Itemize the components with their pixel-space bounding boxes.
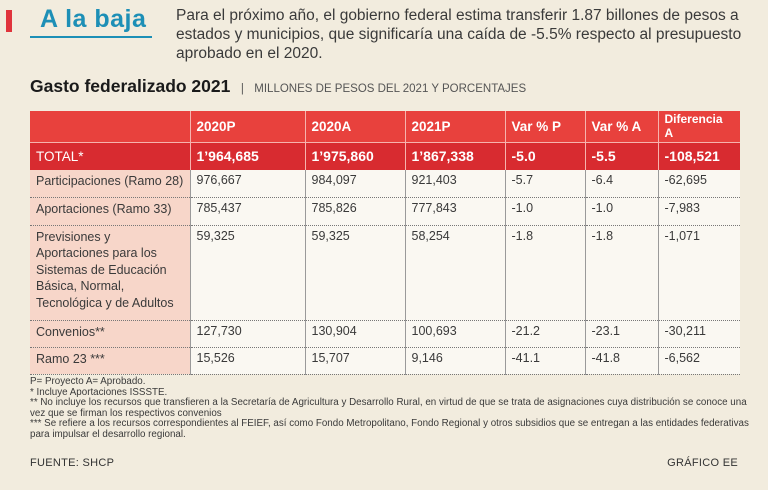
footnote: P= Proyecto A= Aprobado. bbox=[30, 376, 146, 387]
graphic-credit: GRÁFICO EE bbox=[667, 457, 738, 469]
table-title: Gasto federalizado 2021 bbox=[30, 76, 231, 96]
total-row: TOTAL* 1’964,685 1’975,860 1’867,338 -5.… bbox=[30, 141, 740, 170]
footnote: * Incluye Aportaciones ISSSTE. bbox=[30, 386, 168, 398]
table-cell: 127,730 bbox=[189, 320, 305, 348]
table-cell: -23.1 bbox=[584, 320, 658, 348]
table-cell: 100,693 bbox=[404, 320, 505, 348]
table-cell: 984,097 bbox=[304, 169, 405, 198]
table-cell: -6.4 bbox=[584, 169, 658, 198]
row-label: Convenios** bbox=[30, 320, 190, 348]
table-cell: -1.8 bbox=[504, 225, 585, 321]
footnotes: P= Proyecto A= Aprobado. * Incluye Aport… bbox=[30, 376, 752, 441]
table-cell: 777,843 bbox=[404, 197, 505, 226]
headline-underline bbox=[30, 36, 152, 38]
table-cell: 58,254 bbox=[404, 225, 505, 321]
budget-table: 2020P 2020A 2021P Var % P Var % A Difere… bbox=[30, 111, 740, 375]
table-header-row: 2020P 2020A 2021P Var % P Var % A Difere… bbox=[30, 111, 740, 142]
table-cell: -41.1 bbox=[504, 347, 585, 375]
column-header-2021p: 2021P bbox=[404, 111, 505, 142]
table-title-row: Gasto federalizado 2021 | MILLONES DE PE… bbox=[30, 76, 760, 97]
table-row: Convenios** 127,730 130,904 100,693 -21.… bbox=[30, 320, 740, 348]
budget-table-wrapper: 2020P 2020A 2021P Var % P Var % A Difere… bbox=[30, 111, 740, 375]
column-header-var-p: Var % P bbox=[504, 111, 585, 142]
table-cell: 976,667 bbox=[189, 169, 305, 198]
table-cell: 9,146 bbox=[404, 347, 505, 375]
headline: A la baja bbox=[40, 5, 147, 33]
table-subtitle: MILLONES DE PESOS DEL 2021 Y PORCENTAJES bbox=[254, 83, 527, 95]
total-label: TOTAL* bbox=[30, 141, 190, 170]
column-header-diferencia-a: Diferencia A bbox=[657, 111, 740, 142]
table-cell: 15,707 bbox=[304, 347, 405, 375]
total-cell: -108,521 bbox=[657, 141, 740, 170]
lead-paragraph: Para el próximo año, el gobierno federal… bbox=[176, 7, 742, 62]
table-cell: -1.0 bbox=[584, 197, 658, 226]
table-cell: -6,562 bbox=[657, 347, 740, 375]
table-cell: 785,437 bbox=[189, 197, 305, 226]
table-row: Aportaciones (Ramo 33) 785,437 785,826 7… bbox=[30, 197, 740, 226]
table-cell: 785,826 bbox=[304, 197, 405, 226]
row-label: Aportaciones (Ramo 33) bbox=[30, 197, 190, 226]
table-cell: -41.8 bbox=[584, 347, 658, 375]
footnote: ** No incluye los recursos que transfier… bbox=[30, 397, 747, 419]
table-cell: -62,695 bbox=[657, 169, 740, 198]
table-cell: -30,211 bbox=[657, 320, 740, 348]
table-cell: 59,325 bbox=[189, 225, 305, 321]
column-header-var-a: Var % A bbox=[584, 111, 658, 142]
total-cell: 1’964,685 bbox=[189, 141, 305, 170]
table-row: Previsiones y Aportaciones para los Sist… bbox=[30, 225, 740, 321]
table-row: Ramo 23 *** 15,526 15,707 9,146 -41.1 -4… bbox=[30, 347, 740, 375]
row-label: Ramo 23 *** bbox=[30, 347, 190, 375]
table-cell: -5.7 bbox=[504, 169, 585, 198]
total-cell: 1’975,860 bbox=[304, 141, 405, 170]
column-header-2020a: 2020A bbox=[304, 111, 405, 142]
footnote: *** Se refiere a los recursos correspond… bbox=[30, 418, 749, 440]
source-line: FUENTE: SHCP bbox=[30, 457, 115, 469]
table-row: Participaciones (Ramo 28) 976,667 984,09… bbox=[30, 169, 740, 198]
column-header-label bbox=[30, 111, 190, 142]
total-cell: -5.5 bbox=[584, 141, 658, 170]
table-cell: 921,403 bbox=[404, 169, 505, 198]
column-header-2020p: 2020P bbox=[189, 111, 305, 142]
table-cell: -1.0 bbox=[504, 197, 585, 226]
table-cell: -1,071 bbox=[657, 225, 740, 321]
table-cell: 59,325 bbox=[304, 225, 405, 321]
row-label: Previsiones y Aportaciones para los Sist… bbox=[30, 225, 190, 321]
table-cell: -21.2 bbox=[504, 320, 585, 348]
table-cell: 15,526 bbox=[189, 347, 305, 375]
table-cell: 130,904 bbox=[304, 320, 405, 348]
table-cell: -1.8 bbox=[584, 225, 658, 321]
accent-bar bbox=[6, 10, 12, 32]
total-cell: -5.0 bbox=[504, 141, 585, 170]
row-label: Participaciones (Ramo 28) bbox=[30, 169, 190, 198]
table-cell: -7,983 bbox=[657, 197, 740, 226]
total-cell: 1’867,338 bbox=[404, 141, 505, 170]
title-separator: | bbox=[240, 83, 244, 95]
